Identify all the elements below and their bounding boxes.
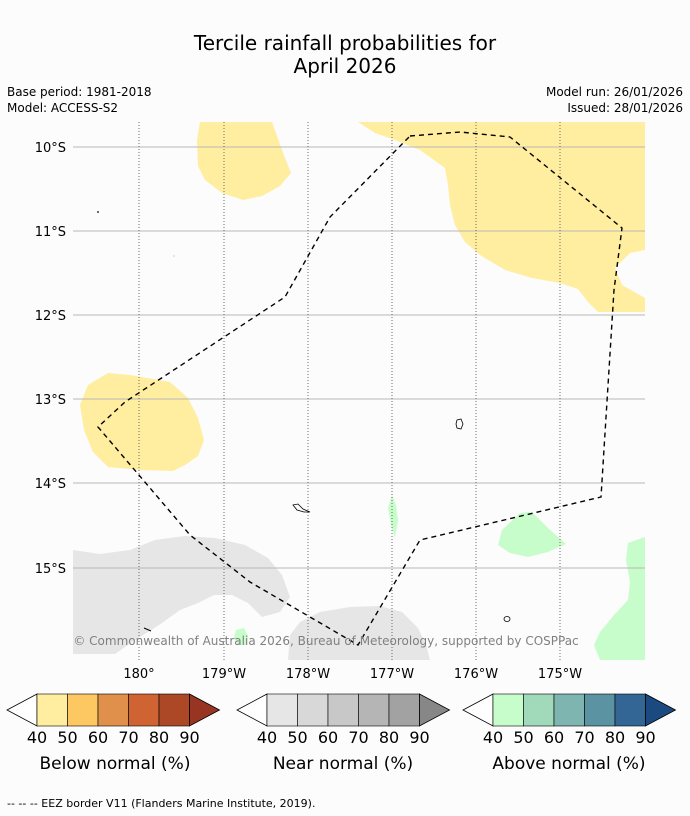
colorbar-segment	[553, 693, 585, 727]
colorbar-segment	[36, 693, 68, 727]
above-normal-region-southeast	[594, 537, 645, 660]
eez-legend-footer: -- -- -- EEZ border V11 (Flanders Marine…	[7, 797, 316, 810]
island-outline-center	[455, 418, 464, 430]
above-normal-region-spot	[234, 628, 248, 645]
longitude-labels: 180° 179°W 178°W 177°W 176°W 175°W	[123, 667, 582, 682]
colorbar-over-arrow	[419, 693, 451, 727]
meta-left: Base period: 1981-2018 Model: ACCESS-S2	[7, 84, 152, 116]
colorbar-under-arrow	[6, 693, 38, 727]
island-outline-south	[503, 616, 511, 622]
near-normal-region-south	[73, 536, 290, 654]
colorbar-below-normal: 40 50 60 70 80 90	[6, 693, 221, 747]
eez-border	[97, 131, 623, 646]
lat-label-15s: 15°S	[35, 562, 66, 577]
colorbar-tick-label: 40	[483, 728, 503, 747]
colorbar-segment	[297, 693, 329, 727]
lat-label-11s: 11°S	[35, 225, 66, 240]
colorbar-tick-label: 60	[318, 728, 338, 747]
colorbar-above-normal: 40 50 60 70 80 90	[462, 693, 677, 747]
lon-label-177w: 177°W	[370, 667, 414, 682]
colorbar-tick-label: 80	[379, 728, 399, 747]
lat-label-10s: 10°S	[35, 141, 66, 156]
colorbar-over-arrow	[189, 693, 221, 727]
colorbar-segment	[97, 693, 129, 727]
colorbar-tick-label: 70	[574, 728, 594, 747]
colorbar-segment	[584, 693, 616, 727]
colorbar-tick-label: 90	[179, 728, 199, 747]
colorbar-segment	[327, 693, 359, 727]
colorbar-tick-label: 90	[635, 728, 655, 747]
base-period: Base period: 1981-2018	[7, 85, 152, 99]
colorbar-under-arrow	[236, 693, 268, 727]
model-name: Model: ACCESS-S2	[7, 101, 119, 115]
colorbar-tick-label: 50	[287, 728, 307, 747]
lon-label-179w: 179°W	[202, 667, 246, 682]
map-area: © Commonwealth of Australia 2026, Bureau…	[73, 122, 645, 660]
lat-label-12s: 12°S	[35, 309, 66, 324]
colorbar-tick-label: 70	[348, 728, 368, 747]
colorbar-tick-label: 80	[149, 728, 169, 747]
colorbar-tick-label: 60	[88, 728, 108, 747]
colorbar-tick-label: 50	[513, 728, 533, 747]
near-normal-region-southeast	[288, 606, 430, 660]
lat-label-14s: 14°S	[35, 477, 66, 492]
colorbar-over-arrow	[645, 693, 677, 727]
colorbar-tick-label: 80	[605, 728, 625, 747]
lat-label-13s: 13°S	[35, 393, 66, 408]
colorbar-label-near: Near normal (%)	[272, 754, 414, 774]
above-normal-speck	[172, 254, 176, 258]
colorbar-tick-label: 40	[27, 728, 47, 747]
title-line-2: April 2026	[293, 54, 397, 78]
colorbar-segment	[492, 693, 524, 727]
map-title: Tercile rainfall probabilities for April…	[0, 32, 690, 78]
lon-label-180: 180°	[123, 667, 154, 682]
colorbar-segment	[523, 693, 555, 727]
lon-label-178w: 178°W	[286, 667, 330, 682]
colorbar-label-below: Below normal (%)	[39, 754, 191, 774]
island-dot	[97, 211, 99, 213]
island-outline-small	[143, 627, 152, 632]
colorbar-segment	[614, 693, 646, 727]
colorbar-segment	[266, 693, 298, 727]
colorbar-label-above: Above normal (%)	[492, 754, 646, 774]
latitude-gridlines	[73, 146, 645, 569]
below-normal-region-west	[80, 373, 204, 471]
colorbar-under-arrow	[462, 693, 494, 727]
colorbar-segment	[358, 693, 390, 727]
meta-right: Model run: 26/01/2026 Issued: 28/01/2026	[546, 84, 683, 116]
lon-label-176w: 176°W	[454, 667, 498, 682]
island-outline-west	[292, 503, 311, 513]
above-normal-region-east	[498, 512, 566, 557]
below-normal-region-northeast	[358, 122, 645, 312]
colorbar-segment	[128, 693, 160, 727]
colorbar-tick-label: 90	[409, 728, 429, 747]
colorbar-tick-label: 50	[57, 728, 77, 747]
model-run: Model run: 26/01/2026	[545, 85, 683, 99]
copyright-text: © Commonwealth of Australia 2026, Bureau…	[73, 634, 578, 648]
latitude-labels: 10°S 11°S 12°S 13°S 14°S 15°S	[35, 141, 66, 577]
colorbar-segment	[67, 693, 99, 727]
above-normal-region-center	[388, 495, 398, 538]
colorbar-segment	[388, 693, 420, 727]
colorbar-tick-label: 40	[257, 728, 277, 747]
colorbar-segment	[158, 693, 190, 727]
lon-label-175w: 175°W	[538, 667, 582, 682]
colorbar-near-normal: 40 50 60 70 80 90	[236, 693, 451, 747]
colorbar-tick-label: 60	[544, 728, 564, 747]
below-normal-region-north	[197, 122, 291, 200]
issued-date: Issued: 28/01/2026	[567, 101, 683, 115]
title-line-1: Tercile rainfall probabilities for	[193, 31, 497, 55]
colorbar-tick-label: 70	[118, 728, 138, 747]
